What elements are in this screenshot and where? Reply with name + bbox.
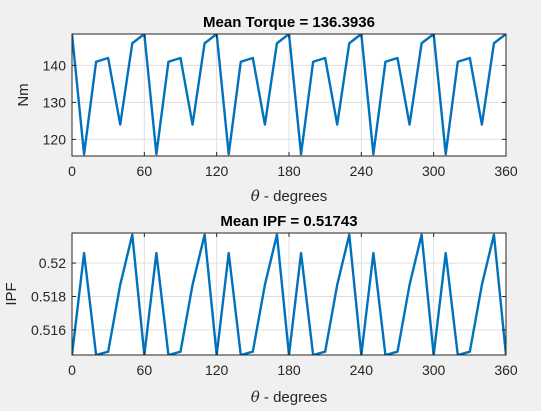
y-tick-label: 0.516 (31, 322, 66, 338)
x-tick-label: 300 (422, 163, 446, 179)
x-tick-label: 0 (68, 163, 76, 179)
x-tick-label: 120 (205, 163, 229, 179)
x-tick-label: 60 (137, 163, 153, 179)
y-tick-label: 0.52 (39, 255, 66, 271)
y-tick-label: 0.518 (31, 289, 66, 305)
x-tick-label: 240 (350, 163, 374, 179)
x-tick-label: 180 (277, 362, 301, 378)
y-tick-label: 120 (43, 131, 67, 147)
theta-symbol: θ (251, 187, 260, 205)
x-tick-label: 360 (494, 362, 518, 378)
chart-title: Mean Torque = 136.3936 (203, 14, 375, 31)
x-axis-label: θ - degrees (251, 187, 328, 205)
y-tick-label: 140 (43, 57, 67, 73)
chart-title: Mean IPF = 0.51743 (220, 213, 357, 230)
y-axis-label: Nm (15, 83, 32, 106)
x-axis-label: θ - degrees (251, 388, 328, 406)
y-axis-label: IPF (3, 282, 20, 305)
ipf-plot: 0 60 120 180 240 300 360 0.516 0.518 0.52 Mean IPF… (3, 213, 518, 406)
x-tick-label: 0 (68, 362, 76, 378)
x-tick-label: 120 (205, 362, 229, 378)
x-tick-label: 60 (137, 362, 153, 378)
y-tick-label: 130 (43, 94, 67, 110)
x-tick-label: 240 (350, 362, 374, 378)
theta-symbol: θ (251, 388, 260, 406)
x-axis-label-text: - degrees (260, 188, 328, 205)
torque-plot: 0 60 120 180 240 300 360 120 130 140 Mean Torque =… (15, 14, 518, 205)
x-tick-label: 360 (494, 163, 518, 179)
x-tick-label: 180 (277, 163, 301, 179)
x-axis-label-text: - degrees (260, 389, 328, 406)
x-tick-label: 300 (422, 362, 446, 378)
